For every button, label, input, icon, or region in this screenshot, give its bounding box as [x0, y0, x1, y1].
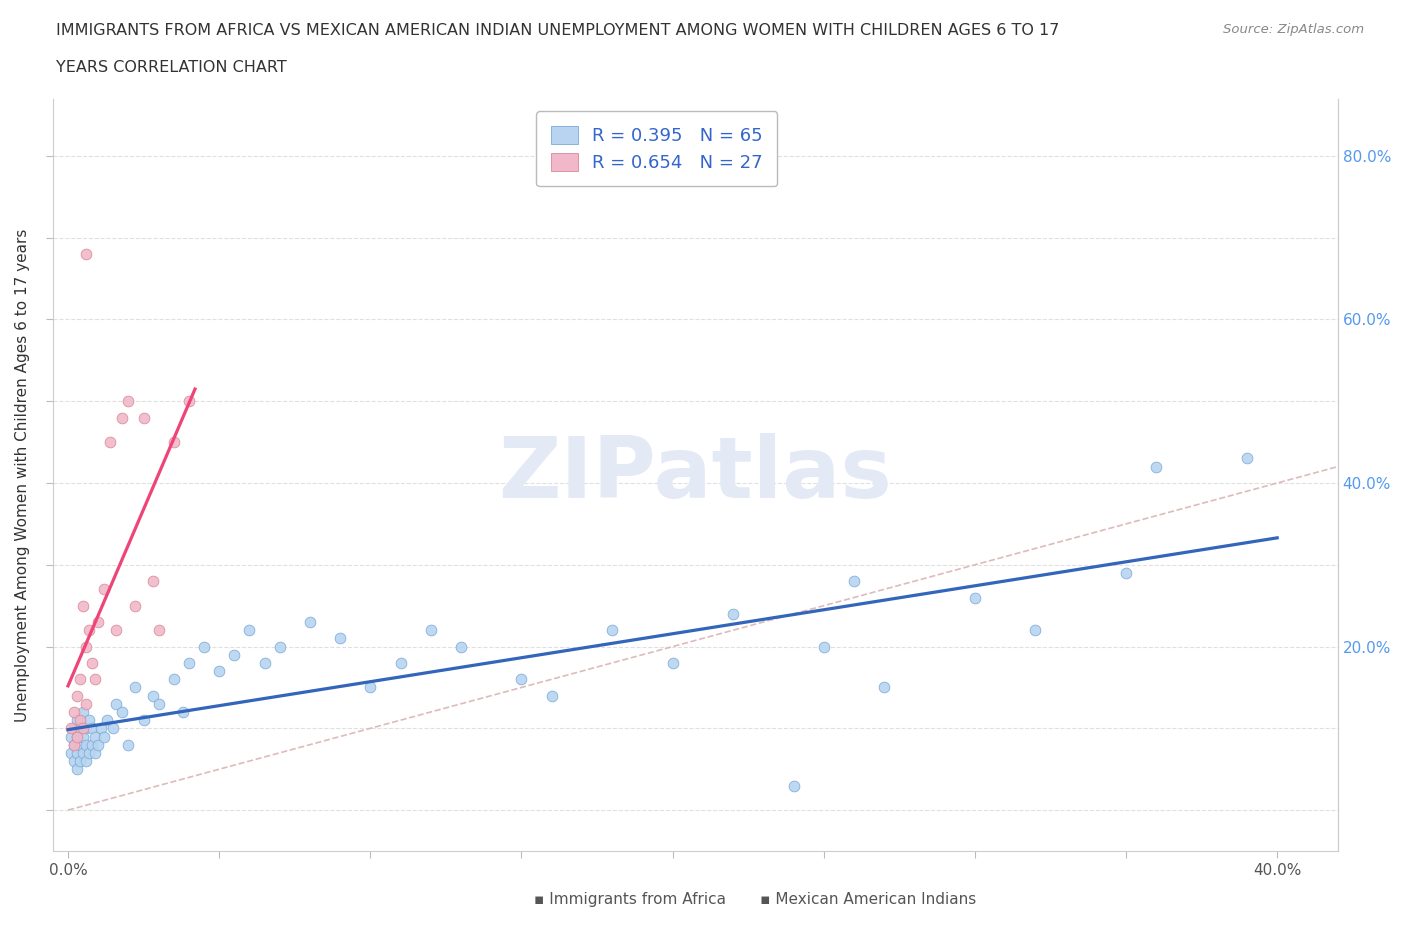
Point — [208, 664, 231, 679]
Point — [132, 410, 155, 425]
Point — [177, 393, 200, 408]
Point — [450, 639, 472, 654]
Point — [269, 639, 291, 654]
Point — [224, 647, 246, 662]
Point — [60, 729, 83, 744]
Point — [124, 598, 146, 613]
Point — [66, 746, 89, 761]
Point — [75, 639, 97, 654]
Point — [105, 623, 128, 638]
Point — [148, 623, 170, 638]
Point — [60, 746, 83, 761]
Point — [419, 623, 441, 638]
Y-axis label: Unemployment Among Women with Children Ages 6 to 17 years: Unemployment Among Women with Children A… — [15, 228, 30, 722]
Point — [82, 737, 104, 752]
Point — [1144, 459, 1167, 474]
Point — [69, 737, 91, 752]
Point — [163, 434, 186, 449]
Point — [163, 671, 186, 686]
Point — [105, 697, 128, 711]
Text: ZIPatlas: ZIPatlas — [498, 433, 893, 516]
Point — [510, 671, 533, 686]
Point — [111, 410, 134, 425]
Point — [72, 598, 94, 613]
Point — [359, 680, 381, 695]
Point — [238, 623, 260, 638]
Point — [63, 737, 86, 752]
Legend: R = 0.395   N = 65, R = 0.654   N = 27: R = 0.395 N = 65, R = 0.654 N = 27 — [536, 112, 778, 186]
Point — [84, 729, 107, 744]
Point — [77, 623, 100, 638]
Point — [1115, 565, 1137, 580]
Point — [963, 590, 986, 604]
Point — [124, 680, 146, 695]
Point — [117, 737, 139, 752]
Point — [177, 656, 200, 671]
Point — [298, 615, 321, 630]
Point — [66, 688, 89, 703]
Point — [721, 606, 744, 621]
Point — [66, 729, 89, 744]
Point — [873, 680, 896, 695]
Point — [63, 705, 86, 720]
Point — [93, 582, 115, 597]
Point — [782, 778, 804, 793]
Point — [84, 746, 107, 761]
Point — [148, 697, 170, 711]
Point — [540, 688, 562, 703]
Point — [69, 671, 91, 686]
Point — [82, 721, 104, 736]
Point — [93, 729, 115, 744]
Point — [75, 721, 97, 736]
Point — [96, 712, 118, 727]
Point — [69, 721, 91, 736]
Point — [87, 737, 110, 752]
Point — [600, 623, 623, 638]
Point — [66, 712, 89, 727]
Point — [1236, 451, 1258, 466]
Point — [84, 671, 107, 686]
Point — [66, 762, 89, 777]
Point — [142, 574, 165, 589]
Point — [813, 639, 835, 654]
Point — [75, 737, 97, 752]
Point — [90, 721, 112, 736]
Point — [172, 705, 194, 720]
Point — [72, 746, 94, 761]
Point — [82, 656, 104, 671]
Point — [103, 721, 125, 736]
Point — [1024, 623, 1046, 638]
Text: IMMIGRANTS FROM AFRICA VS MEXICAN AMERICAN INDIAN UNEMPLOYMENT AMONG WOMEN WITH : IMMIGRANTS FROM AFRICA VS MEXICAN AMERIC… — [56, 23, 1060, 38]
Point — [842, 574, 865, 589]
Point — [87, 615, 110, 630]
Point — [117, 393, 139, 408]
Text: Source: ZipAtlas.com: Source: ZipAtlas.com — [1223, 23, 1364, 36]
Point — [75, 753, 97, 768]
Point — [63, 753, 86, 768]
Point — [329, 631, 352, 645]
Point — [66, 729, 89, 744]
Point — [132, 712, 155, 727]
Point — [77, 746, 100, 761]
Point — [98, 434, 121, 449]
Point — [389, 656, 412, 671]
Point — [253, 656, 276, 671]
Point — [661, 656, 683, 671]
Point — [142, 688, 165, 703]
Point — [193, 639, 215, 654]
Point — [75, 246, 97, 261]
Point — [60, 721, 83, 736]
Point — [63, 737, 86, 752]
Point — [72, 721, 94, 736]
Point — [72, 729, 94, 744]
Text: YEARS CORRELATION CHART: YEARS CORRELATION CHART — [56, 60, 287, 75]
Point — [77, 712, 100, 727]
Point — [111, 705, 134, 720]
Point — [63, 721, 86, 736]
Text: ▪ Immigrants from Africa       ▪ Mexican American Indians: ▪ Immigrants from Africa ▪ Mexican Ameri… — [534, 892, 977, 907]
Point — [69, 712, 91, 727]
Point — [72, 705, 94, 720]
Point — [75, 697, 97, 711]
Point — [69, 753, 91, 768]
